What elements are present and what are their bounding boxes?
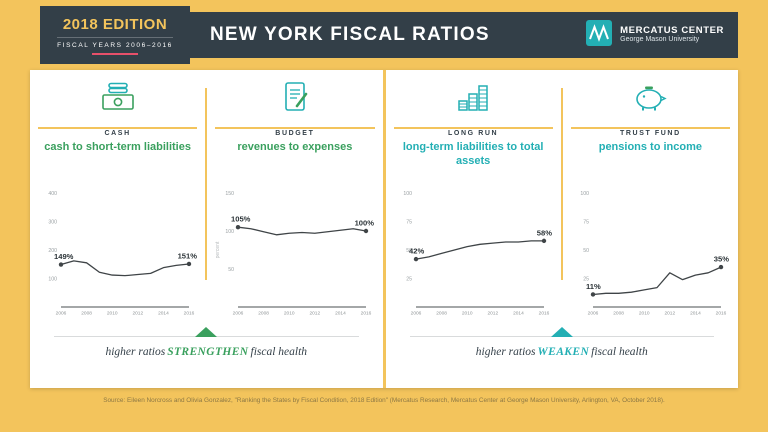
svg-text:2016: 2016 [716, 311, 727, 317]
svg-text:2014: 2014 [158, 311, 169, 317]
svg-text:2010: 2010 [639, 311, 650, 317]
category-divider: BUDGET [207, 121, 382, 137]
up-triangle-icon [195, 327, 218, 337]
right-half: LONG RUN long-term liabilities to total … [386, 70, 739, 388]
line-chart-long-run: 25 50 75 100 2006 2008 2010 2012 2014 2016 42% 58% [403, 191, 552, 317]
source-text: Source: Eileen Norcross and Olivia Gonza… [103, 397, 665, 404]
edition-divider [57, 36, 173, 38]
svg-text:2012: 2012 [309, 311, 320, 317]
svg-text:2014: 2014 [690, 311, 701, 317]
svg-text:2012: 2012 [132, 311, 143, 317]
svg-text:25: 25 [406, 276, 412, 282]
panel-title: long-term liabilities to total assets [402, 141, 544, 167]
svg-text:151%: 151% [177, 251, 197, 260]
panel-title: cash to short-term liabilities [44, 141, 191, 153]
category-divider: CASH [30, 121, 205, 137]
panel-divider [205, 88, 208, 280]
panel-divider [560, 88, 563, 280]
svg-text:2008: 2008 [436, 311, 447, 317]
category-divider: TRUST FUND [563, 121, 738, 137]
svg-text:75: 75 [406, 219, 412, 225]
panel-budget: BUDGET revenues to expenses 50 100 150 perc… [207, 70, 382, 336]
line-chart-budget: 50 100 150 percent 2006 2008 2010 2012 2014 2016 1… [215, 191, 374, 317]
strengthen-note: higher ratios STRENGTHEN fiscal health [54, 327, 359, 388]
svg-text:50: 50 [584, 248, 590, 254]
line-chart-cash: 100 200 300 400 2006 2008 2010 2012 2014 2016 149%… [48, 191, 197, 317]
left-half: CASH cash to short-term liabilities 100 2… [30, 70, 383, 388]
svg-text:11%: 11% [586, 282, 601, 291]
panel-trust-fund: TRUST FUND pensions to income 25 50 75 100 2… [563, 70, 738, 336]
panel-title: revenues to expenses [237, 141, 353, 153]
svg-text:2016: 2016 [539, 311, 550, 317]
svg-text:2008: 2008 [258, 311, 269, 317]
edition-red-accent [92, 52, 138, 55]
svg-text:100: 100 [48, 276, 57, 282]
logo-title: MERCATUS CENTER [620, 24, 724, 36]
trust-fund-icon [630, 80, 670, 114]
content-card: CASH cash to short-term liabilities 100 2… [30, 70, 738, 388]
line-chart-trust-fund: 25 50 75 100 2006 2008 2010 2012 2014 2016 11% 35% [581, 191, 730, 317]
svg-text:35%: 35% [714, 255, 729, 264]
svg-text:2006: 2006 [233, 311, 244, 317]
svg-text:2006: 2006 [588, 311, 599, 317]
svg-text:2014: 2014 [335, 311, 346, 317]
edition-box: 2018 EDITION FISCAL YEARS 2006–2016 [40, 6, 190, 64]
svg-text:58%: 58% [537, 228, 552, 237]
svg-text:100%: 100% [354, 219, 374, 228]
svg-text:2016: 2016 [361, 311, 372, 317]
panel-category: LONG RUN [441, 130, 506, 137]
svg-text:100: 100 [403, 191, 412, 197]
svg-text:100: 100 [225, 229, 234, 235]
svg-text:2008: 2008 [614, 311, 625, 317]
svg-text:2016: 2016 [183, 311, 194, 317]
svg-text:2012: 2012 [488, 311, 499, 317]
page-title: NEW YORK FISCAL RATIOS [210, 24, 490, 45]
svg-text:percent: percent [215, 241, 221, 258]
svg-text:300: 300 [48, 219, 57, 225]
svg-text:75: 75 [584, 219, 590, 225]
category-divider: LONG RUN [386, 121, 561, 137]
svg-text:2010: 2010 [462, 311, 473, 317]
panel-title: pensions to income [598, 141, 703, 153]
up-triangle-icon [550, 327, 573, 337]
long-run-icon [453, 80, 493, 114]
svg-text:2006: 2006 [411, 311, 422, 317]
svg-text:100: 100 [581, 191, 590, 197]
svg-text:150: 150 [225, 191, 234, 197]
mercatus-logo-mark-icon [586, 19, 613, 51]
svg-text:25: 25 [584, 276, 590, 282]
svg-text:400: 400 [48, 191, 57, 197]
strengthen-note-text: higher ratios STRENGTHEN fiscal health [105, 346, 308, 358]
note-line [409, 327, 714, 337]
logo-subtitle: George Mason University [620, 36, 700, 44]
cash-icon [98, 80, 138, 114]
svg-text:2008: 2008 [81, 311, 92, 317]
mercatus-logo: MERCATUS CENTER George Mason University [586, 19, 724, 51]
svg-text:42%: 42% [409, 247, 424, 256]
panel-cash: CASH cash to short-term liabilities 100 2… [30, 70, 205, 336]
panel-category: CASH [97, 130, 138, 137]
weaken-note-text: higher ratios WEAKEN fiscal health [475, 346, 648, 358]
center-divider [382, 70, 386, 388]
panel-category: BUDGET [268, 130, 322, 137]
svg-text:149%: 149% [54, 252, 74, 261]
svg-text:2010: 2010 [106, 311, 117, 317]
svg-text:200: 200 [48, 248, 57, 254]
edition-subtitle: FISCAL YEARS 2006–2016 [57, 41, 173, 49]
budget-icon [275, 80, 315, 114]
svg-text:50: 50 [228, 267, 234, 273]
edition-title: 2018 EDITION [62, 15, 168, 33]
svg-text:2012: 2012 [665, 311, 676, 317]
svg-text:2010: 2010 [284, 311, 295, 317]
svg-text:2006: 2006 [55, 311, 66, 317]
panel-long-run: LONG RUN long-term liabilities to total … [386, 70, 561, 336]
weaken-note: higher ratios WEAKEN fiscal health [409, 327, 714, 388]
svg-text:105%: 105% [231, 215, 251, 224]
svg-text:2014: 2014 [513, 311, 524, 317]
svg-text:50: 50 [406, 248, 412, 254]
panel-category: TRUST FUND [613, 130, 688, 137]
note-line [54, 327, 359, 337]
